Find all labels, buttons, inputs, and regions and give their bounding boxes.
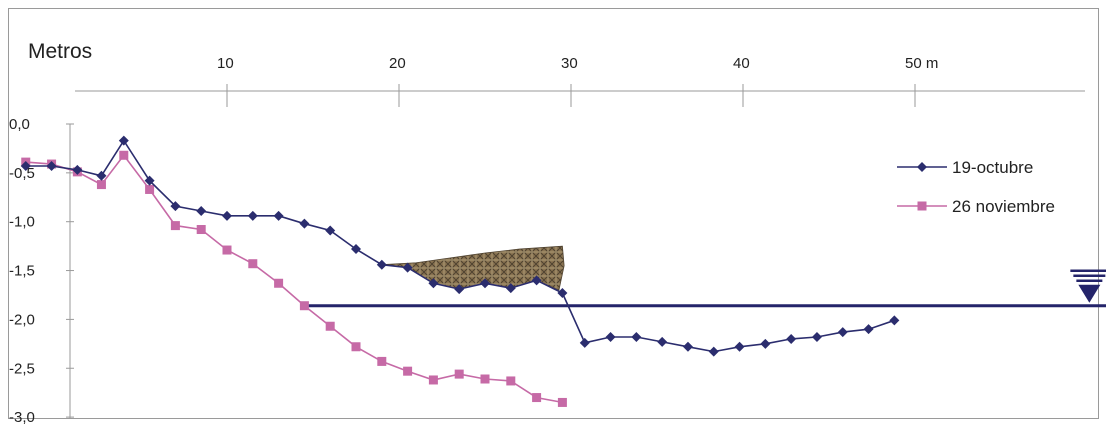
legend-label: 26 noviembre [952, 197, 1055, 216]
x-tick-label: 40 [733, 55, 750, 72]
data-point [506, 376, 516, 386]
data-point [837, 327, 848, 338]
y-tick-label: -1,5 [9, 263, 35, 280]
legend-marker [917, 201, 927, 211]
data-point [376, 259, 387, 270]
data-point [531, 275, 542, 286]
series [20, 135, 900, 407]
data-point [248, 259, 258, 269]
data-point [145, 184, 155, 194]
data-point [325, 321, 335, 331]
data-point [428, 278, 439, 289]
data-point [428, 375, 438, 385]
data-point [96, 180, 106, 190]
data-point [351, 244, 361, 255]
data-point [222, 245, 232, 255]
y-tick-label: -2,0 [9, 311, 35, 328]
y-axis: 0,0 -0,5 -1,0 -1,5 -2,0 -2,5 -3,0 [9, 116, 74, 425]
data-point [196, 225, 206, 235]
series-line [25, 153, 563, 404]
y-tick-label: -2,5 [9, 360, 35, 377]
series-diamond [20, 135, 900, 357]
x-tick-label: 30 [561, 55, 578, 72]
data-point [299, 218, 310, 229]
data-point [557, 397, 567, 407]
data-point [402, 262, 413, 273]
data-point [273, 210, 284, 221]
data-point [557, 288, 568, 299]
data-point [351, 342, 361, 352]
data-point [119, 150, 129, 160]
data-point [657, 336, 668, 347]
data-point [72, 164, 83, 175]
data-point [96, 170, 107, 181]
data-point [170, 201, 181, 212]
data-point [734, 341, 745, 352]
data-point [118, 135, 129, 146]
data-point [274, 278, 284, 288]
data-point [403, 366, 413, 376]
y-tick-label: -0,5 [9, 165, 35, 182]
x-axis: 10 20 30 40 50 m [217, 55, 938, 107]
data-point [760, 338, 771, 349]
data-point [144, 175, 155, 186]
x-tick-label: 20 [389, 55, 406, 72]
data-point [631, 331, 642, 342]
data-point [454, 369, 464, 379]
data-point [786, 333, 797, 344]
legend-marker [917, 162, 927, 172]
data-point [505, 283, 516, 294]
data-point [682, 341, 693, 352]
data-point [605, 331, 616, 342]
data-point [377, 356, 387, 366]
y-tick-label: -3,0 [9, 409, 35, 425]
data-point [20, 161, 31, 172]
chart-frame [8, 8, 1099, 419]
legend-label: 19-octubre [952, 158, 1033, 177]
y-tick-label: -1,0 [9, 214, 35, 231]
data-point [480, 374, 490, 384]
data-point [863, 324, 874, 335]
water-level [304, 269, 1106, 308]
data-point [532, 393, 542, 403]
data-point [325, 225, 336, 236]
x-tick-label: 50 m [905, 55, 938, 72]
data-point [46, 161, 57, 172]
water-level-icon [1070, 269, 1106, 303]
series-line [25, 139, 895, 353]
legend: 19-octubre 26 noviembre [897, 158, 1055, 216]
data-point [579, 337, 590, 348]
data-point [811, 331, 822, 342]
chart-title: Metros [28, 40, 92, 63]
y-tick-label: 0,0 [9, 116, 30, 133]
data-point [480, 278, 490, 289]
data-point [170, 221, 180, 231]
data-point [222, 210, 232, 221]
data-point [889, 315, 900, 326]
data-point [454, 284, 465, 295]
x-tick-label: 10 [217, 55, 234, 72]
data-point [299, 301, 309, 311]
data-point [196, 205, 207, 216]
data-point [708, 346, 719, 357]
data-point [247, 210, 258, 221]
